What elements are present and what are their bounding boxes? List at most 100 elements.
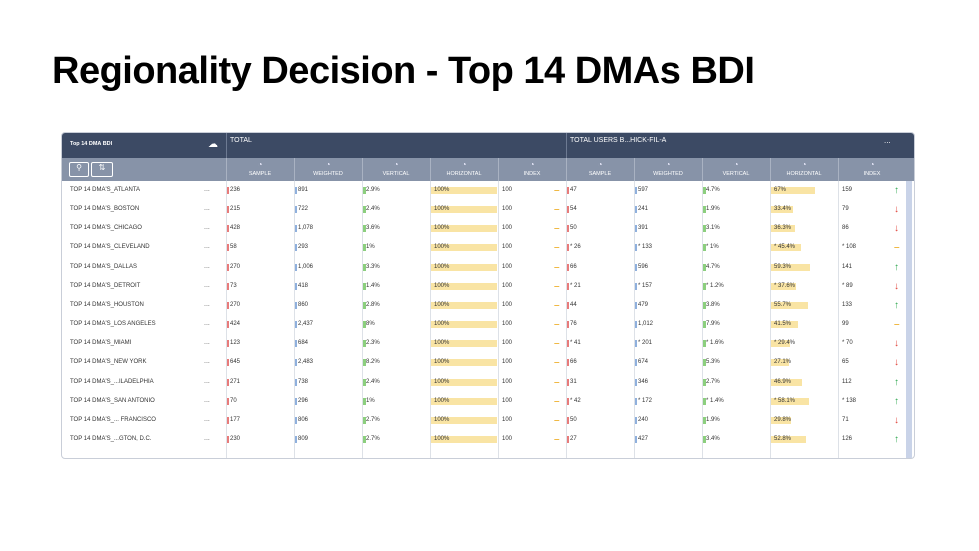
- row-label: TOP 14 DMA'S_LOS ANGELES: [70, 321, 156, 328]
- index-indicator: ↑: [894, 395, 899, 407]
- cell-bar: [567, 359, 569, 367]
- horizontal-bar: [771, 321, 799, 329]
- column-header: WEIGHTED: [653, 171, 683, 177]
- row-menu[interactable]: ...: [204, 224, 210, 232]
- cell-bar: [295, 321, 297, 329]
- cell-bar: [227, 397, 229, 405]
- cell-value: 27.1%: [774, 359, 792, 366]
- cell-value: 79: [842, 206, 849, 213]
- cell-value: 479: [638, 301, 649, 308]
- cell-bar: [363, 416, 366, 424]
- row-menu[interactable]: ...: [204, 281, 210, 289]
- index-indicator: –: [554, 185, 560, 196]
- horizontal-bar: [431, 282, 497, 290]
- cell-bar: [363, 206, 366, 214]
- cell-value: 2.4%: [366, 378, 380, 385]
- row-label: TOP 14 DMA'S_CHICAGO: [70, 225, 142, 232]
- row-menu[interactable]: ...: [204, 205, 210, 213]
- cell-value: 270: [230, 263, 241, 270]
- cell-value: 2.4%: [366, 206, 380, 213]
- cell-bar: [635, 321, 637, 329]
- row-menu[interactable]: ...: [204, 434, 210, 442]
- cell-value: 112: [842, 378, 852, 385]
- horizontal-bar: [771, 301, 808, 309]
- cell-bar: [295, 301, 297, 309]
- index-indicator: –: [554, 204, 560, 216]
- cell-value: 809: [298, 435, 309, 442]
- cell-bar: [635, 416, 637, 424]
- row-menu[interactable]: ...: [204, 300, 210, 308]
- cell-bar: [635, 435, 637, 443]
- cell-value: 100: [502, 321, 513, 328]
- cell-bar: [635, 378, 637, 386]
- column-icon: ◔: [461, 160, 467, 169]
- row-label: TOP 14 DMA'S_...GTON, D.C.: [70, 435, 152, 442]
- cell-value: 100%: [434, 340, 450, 347]
- cell-bar: [227, 263, 229, 271]
- row-menu[interactable]: ...: [204, 186, 210, 193]
- cell-value: 100%: [434, 378, 450, 385]
- cell-bar: [703, 301, 706, 309]
- row-label: TOP 14 DMA'S_HOUSTON: [70, 301, 144, 308]
- cell-value: 3.3%: [366, 263, 380, 270]
- index-indicator: –: [554, 338, 560, 350]
- cell-bar: [635, 225, 637, 233]
- horizontal-bar: [431, 206, 497, 214]
- cell-value: * 70: [842, 340, 853, 347]
- cell-bar: [295, 282, 297, 290]
- cell-value: 1.9%: [706, 416, 720, 423]
- index-indicator: –: [894, 242, 900, 254]
- column-icon: ◔: [325, 160, 331, 169]
- cell-value: 100: [502, 378, 513, 385]
- toolbar-button[interactable]: ⇅: [91, 162, 113, 177]
- cell-value: 428: [230, 225, 241, 232]
- cell-bar: [567, 321, 569, 329]
- cell-bar: [363, 397, 366, 405]
- row-menu[interactable]: ...: [204, 396, 210, 404]
- cell-bar: [567, 263, 569, 271]
- cell-value: 36.3%: [774, 225, 792, 232]
- cell-bar: [703, 187, 706, 194]
- cell-bar: [295, 397, 297, 405]
- column-divider: [838, 158, 839, 181]
- row-menu[interactable]: ...: [204, 262, 210, 270]
- cell-bar: [227, 340, 229, 348]
- row-menu[interactable]: ...: [204, 377, 210, 385]
- horizontal-bar: [431, 435, 497, 443]
- row-menu[interactable]: ...: [204, 243, 210, 251]
- row-menu[interactable]: ...: [204, 415, 210, 423]
- row-menu[interactable]: ...: [204, 339, 210, 347]
- index-indicator: –: [554, 242, 560, 254]
- cell-bar: [227, 378, 229, 386]
- cell-value: 860: [298, 301, 309, 308]
- cell-bar: [703, 244, 706, 252]
- cell-value: 100%: [434, 359, 450, 366]
- toolbar-button[interactable]: ⚲: [69, 162, 89, 177]
- row-menu[interactable]: ...: [204, 358, 210, 366]
- column-icon: ◔: [529, 160, 535, 169]
- header-bar: [62, 133, 914, 158]
- horizontal-bar: [771, 225, 795, 233]
- column-icon: ◔: [393, 160, 399, 169]
- cell-bar: [703, 359, 706, 367]
- cell-value: 126: [842, 435, 853, 442]
- cell-value: * 41: [570, 340, 581, 347]
- cell-value: * 1.2%: [706, 282, 724, 289]
- column-divider: [566, 158, 567, 181]
- cell-value: 65: [842, 359, 849, 366]
- cell-bar: [703, 397, 706, 405]
- cell-value: * 172: [638, 397, 653, 404]
- column-line: [838, 181, 839, 458]
- cell-value: 100%: [434, 225, 450, 232]
- cell-value: * 133: [638, 244, 653, 251]
- cell-value: 4.7%: [706, 263, 720, 270]
- cell-bar: [295, 263, 297, 271]
- cell-bar: [635, 397, 637, 405]
- row-menu[interactable]: ...: [204, 320, 210, 328]
- horizontal-bar: [431, 301, 497, 309]
- cell-value: 1,006: [298, 263, 314, 270]
- menu-button[interactable]: ...: [884, 136, 891, 145]
- cell-bar: [363, 282, 366, 290]
- cloud-icon[interactable]: ☁: [208, 139, 218, 150]
